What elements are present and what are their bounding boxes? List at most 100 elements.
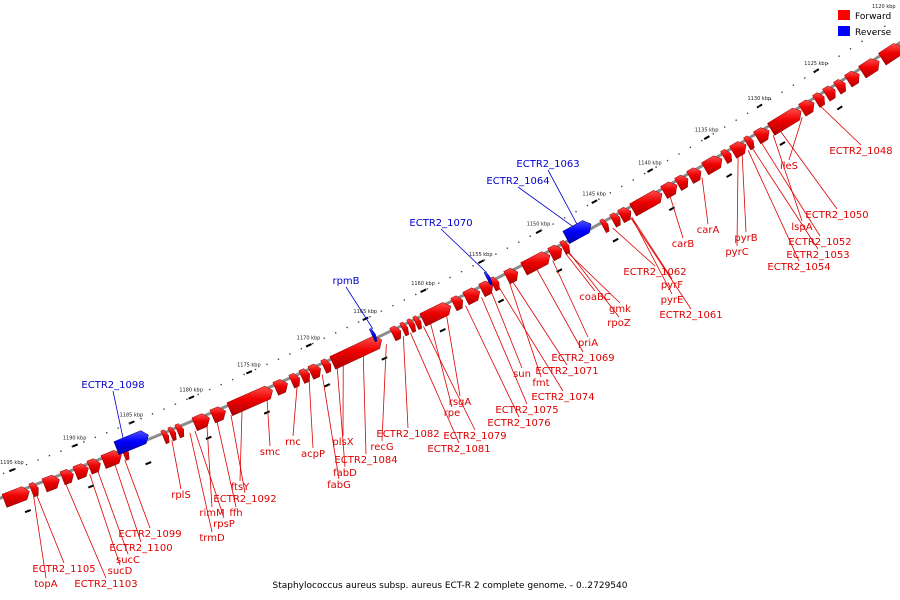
forward-gene[interactable] <box>478 280 494 298</box>
reverse-gene[interactable] <box>113 430 149 456</box>
forward-gene[interactable] <box>72 463 89 481</box>
gene-label: ECTR2_1105 <box>32 564 95 575</box>
forward-gene[interactable] <box>174 423 185 439</box>
forward-gene[interactable] <box>167 426 177 442</box>
forward-gene[interactable] <box>798 99 815 117</box>
forward-gene[interactable] <box>559 239 571 255</box>
minor-tick <box>311 342 314 345</box>
forward-gene[interactable] <box>419 302 452 327</box>
forward-gene[interactable] <box>520 251 551 276</box>
forward-gene[interactable] <box>729 141 747 159</box>
forward-gene[interactable] <box>753 127 770 145</box>
gene-label: carA <box>697 225 720 236</box>
label-connector <box>171 440 182 490</box>
gene-label: ECTR2_1063 <box>516 159 579 170</box>
minor-tick <box>254 368 257 371</box>
forward-gene[interactable] <box>329 335 382 370</box>
minor-tick <box>403 299 406 301</box>
minor-tick <box>14 468 16 470</box>
forward-gene[interactable] <box>629 190 663 217</box>
forward-gene[interactable] <box>858 58 880 79</box>
forward-gene[interactable] <box>743 135 755 151</box>
forward-gene[interactable] <box>59 469 74 486</box>
forward-gene[interactable] <box>878 43 900 66</box>
forward-gene[interactable] <box>412 315 423 331</box>
minor-tick <box>838 55 840 57</box>
minor-tick <box>94 436 97 439</box>
label-connector <box>465 305 520 418</box>
gene-label: ECTR2_1054 <box>767 262 830 273</box>
reverse-gene[interactable] <box>368 327 378 343</box>
gene-label: ECTR2_1053 <box>786 250 849 261</box>
forward-gene[interactable] <box>720 148 733 165</box>
forward-gene[interactable] <box>450 295 464 312</box>
forward-gene[interactable] <box>462 287 481 306</box>
forward-gene[interactable] <box>701 155 723 176</box>
forward-gene[interactable] <box>1 486 30 508</box>
forward-gene[interactable] <box>617 206 632 224</box>
reverse-gene[interactable] <box>562 220 592 245</box>
forward-gene[interactable] <box>767 107 802 136</box>
label-connector <box>36 494 65 564</box>
forward-gene[interactable] <box>28 482 39 498</box>
minor-tick <box>323 337 326 339</box>
gene-label: rpmB <box>332 276 359 287</box>
forward-gene[interactable] <box>320 358 332 374</box>
gene-label: priA <box>578 338 598 349</box>
gene-label: ECTR2_1061 <box>659 310 722 321</box>
forward-gene[interactable] <box>503 267 519 285</box>
forward-gene[interactable] <box>209 406 226 424</box>
forward-gene[interactable] <box>609 212 621 228</box>
forward-gene[interactable] <box>288 372 300 389</box>
forward-gene[interactable] <box>272 379 288 396</box>
forward-gene[interactable] <box>191 413 210 432</box>
minor-tick <box>803 77 806 79</box>
forward-gene[interactable] <box>812 92 825 108</box>
minor-tick <box>48 454 51 457</box>
forward-gene[interactable] <box>660 181 678 199</box>
label-connector <box>33 496 47 579</box>
minor-tick <box>357 321 360 323</box>
label-connector <box>410 332 460 444</box>
gene-label: ECTR2_1069 <box>551 353 614 364</box>
gene-label: rpoZ <box>607 318 631 329</box>
forward-gene[interactable] <box>599 218 610 234</box>
label-connector <box>292 385 298 437</box>
forward-gene[interactable] <box>160 429 170 445</box>
label-connector <box>491 292 523 369</box>
forward-gene[interactable] <box>399 321 410 337</box>
forward-gene[interactable] <box>86 458 101 475</box>
major-tick <box>362 316 369 321</box>
inner-tick <box>324 383 331 388</box>
reverse-gene[interactable] <box>483 271 493 286</box>
legend-reverse-label: Reverse <box>855 28 892 38</box>
forward-gene[interactable] <box>686 167 702 184</box>
forward-gene[interactable] <box>389 325 401 342</box>
major-tick <box>647 168 654 173</box>
forward-gene[interactable] <box>674 174 689 191</box>
forward-gene[interactable] <box>844 70 860 88</box>
forward-gene[interactable] <box>489 276 500 292</box>
forward-gene[interactable] <box>307 363 321 380</box>
gene-label: ECTR2_1048 <box>829 146 892 157</box>
forward-gene[interactable] <box>833 79 846 95</box>
label-connector <box>565 253 596 292</box>
tick-label: 1150 kbp <box>527 222 551 228</box>
forward-gene[interactable] <box>100 450 122 469</box>
forward-gene[interactable] <box>41 474 60 493</box>
forward-gene[interactable] <box>547 244 563 262</box>
forward-gene[interactable] <box>406 318 417 333</box>
label-connector <box>124 459 151 529</box>
forward-gene[interactable] <box>298 368 310 384</box>
minor-tick <box>25 463 28 466</box>
tick-label: 1185 kbp <box>120 413 144 419</box>
label-connector <box>772 135 803 222</box>
forward-gene[interactable] <box>226 385 273 417</box>
forward-gene[interactable] <box>822 85 836 102</box>
minor-tick <box>872 33 875 35</box>
inner-tick <box>836 105 843 111</box>
minor-tick <box>678 153 680 155</box>
major-tick <box>305 343 312 348</box>
label-connector <box>446 314 461 397</box>
minor-tick <box>849 47 852 50</box>
